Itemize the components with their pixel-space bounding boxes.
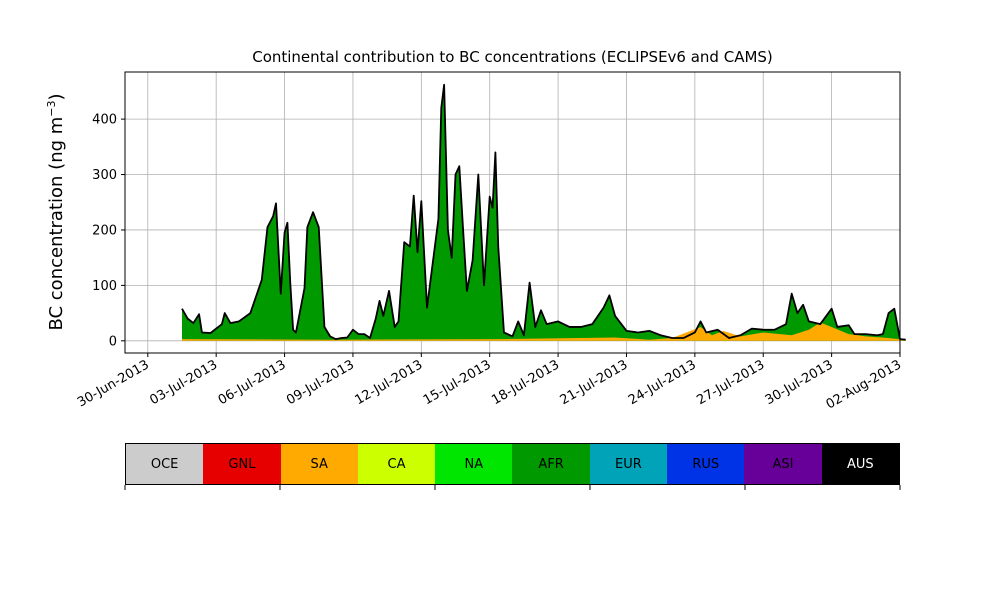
- y-axis-label-exponent: −3: [45, 100, 58, 117]
- legend-segment-afr: AFR: [512, 444, 590, 484]
- total-line: [181, 83, 906, 341]
- y-axis-label: BC concentration (ng m−3): [45, 93, 67, 330]
- y-tick-label: 400: [92, 113, 117, 128]
- legend-segment-aus: AUS: [821, 444, 899, 484]
- y-tick-label: 200: [92, 223, 117, 238]
- y-tick-label: 0: [109, 334, 117, 349]
- x-tick-label: 09-Jul-2013: [284, 357, 357, 408]
- x-tick-label: 21-Jul-2013: [558, 357, 631, 408]
- legend-segment-oce: OCE: [126, 444, 204, 484]
- x-tick-label: 30-Jun-2013: [75, 357, 152, 410]
- x-tick-label: 18-Jul-2013: [489, 357, 562, 408]
- legend-segment-gnl: GNL: [203, 444, 281, 484]
- legend-segment-sa: SA: [280, 444, 358, 484]
- x-tick-label: 03-Jul-2013: [147, 357, 220, 408]
- legend-bar-ticks: [124, 485, 901, 490]
- legend-segment-asi: ASI: [744, 444, 822, 484]
- sa-area: [181, 322, 906, 341]
- x-axis-ticks: 30-Jun-201303-Jul-201306-Jul-201309-Jul-…: [75, 353, 904, 413]
- region-legend-bar: OCE GNL SA CA NA AFR EUR RUS ASI AUS: [125, 443, 900, 485]
- x-tick-label: 02-Aug-2013: [824, 357, 904, 412]
- y-tick-label: 300: [92, 168, 117, 183]
- x-tick-label: 12-Jul-2013: [353, 357, 426, 408]
- y-axis-label-close: ): [46, 93, 67, 101]
- legend-segment-eur: EUR: [589, 444, 668, 484]
- legend-segment-rus: RUS: [667, 444, 745, 484]
- y-tick-label: 100: [92, 279, 117, 294]
- x-tick-label: 27-Jul-2013: [694, 357, 767, 408]
- chart-title: Continental contribution to BC concentra…: [252, 48, 773, 66]
- legend-segment-ca: CA: [357, 444, 436, 484]
- y-axis-label-text: BC concentration (ng m: [46, 116, 67, 331]
- plot-frame: [124, 71, 901, 354]
- y-axis-ticks: 0 100 200 300 400: [92, 113, 125, 349]
- legend-segment-na: NA: [435, 444, 513, 484]
- x-tick-label: 06-Jul-2013: [216, 357, 289, 408]
- axes-frame: [124, 71, 901, 354]
- stacked-areas: [181, 83, 906, 341]
- x-tick-label: 24-Jul-2013: [626, 357, 699, 408]
- grid-lines: [125, 72, 900, 353]
- x-tick-label: 15-Jul-2013: [421, 357, 494, 408]
- afr-area: [181, 84, 906, 341]
